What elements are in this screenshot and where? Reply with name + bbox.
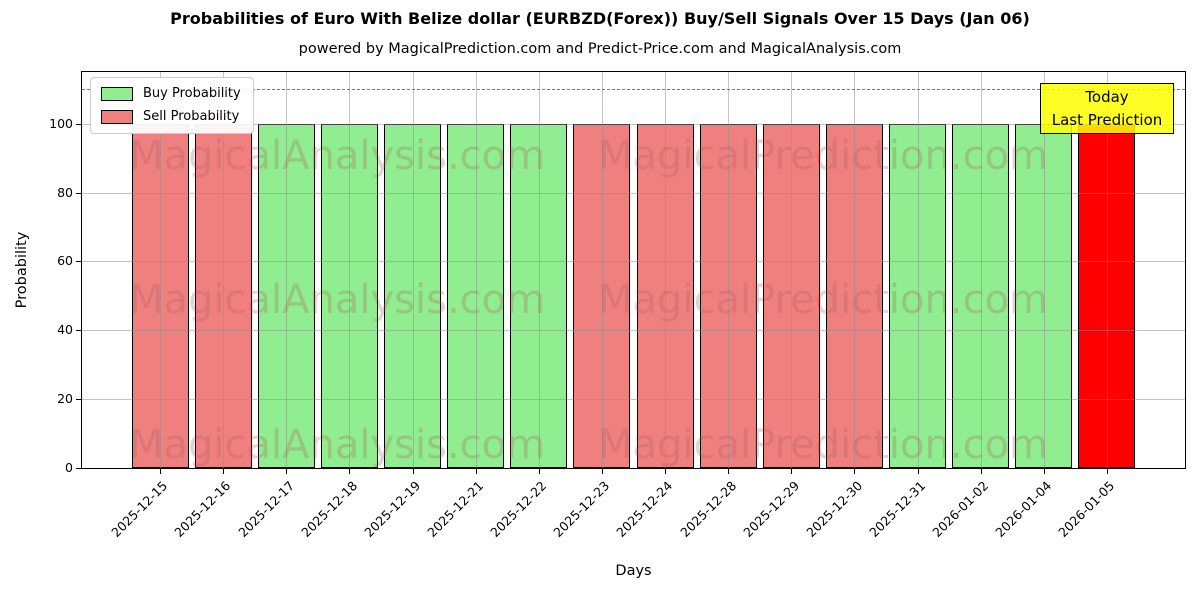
x-tick-label: 2025-12-23 (550, 478, 613, 540)
x-tick (475, 469, 477, 474)
legend-entry-sell: Sell Probability (101, 109, 241, 124)
x-tick (854, 469, 856, 474)
bar-today (1078, 123, 1136, 468)
y-tick-label: 0 (65, 460, 73, 475)
plot-area: MagicalAnalysis.com MagicalPrediction.com… (49, 71, 1186, 540)
x-tick (160, 469, 161, 474)
y-tick (76, 399, 81, 401)
x-tick-label: 2025-12-31 (866, 478, 929, 540)
x-tick-label: 2026-01-02 (929, 478, 992, 540)
annotation-line: Last Prediction (1051, 110, 1163, 129)
bar-sell (636, 123, 694, 468)
y-tick (76, 468, 81, 469)
y-tick (76, 192, 81, 194)
y-tick (76, 330, 81, 332)
x-tick-label: 2025-12-18 (298, 478, 360, 540)
legend-swatch-sell-icon (101, 109, 133, 124)
threshold-dashed-line (82, 89, 1185, 91)
y-tick-label: 20 (57, 391, 73, 407)
x-tick (728, 469, 730, 474)
x-tick (601, 469, 603, 474)
x-tick (791, 469, 793, 474)
bar-sell (762, 123, 820, 468)
annotation-line: Today (1085, 88, 1129, 106)
x-tick (223, 469, 225, 474)
chart-title: Probabilities of Euro With Belize dollar… (170, 9, 1030, 28)
bar-sell (825, 123, 883, 468)
bar-buy (952, 123, 1010, 468)
x-tick (980, 469, 982, 474)
y-tick-label: 40 (57, 322, 73, 338)
x-tick-label: 2026-01-05 (1055, 478, 1118, 540)
y-tick-label: 80 (57, 184, 73, 200)
bar-buy (447, 123, 505, 468)
bar-sell (573, 123, 631, 468)
bar-buy (320, 123, 378, 468)
y-tick (76, 261, 81, 263)
legend-swatch-buy-icon (101, 86, 133, 101)
x-tick-label: 2025-12-21 (424, 478, 487, 540)
legend-entry-buy: Buy Probability (101, 86, 241, 101)
x-tick-label: 2025-12-30 (803, 478, 866, 540)
x-tick-label: 2025-12-19 (361, 478, 424, 540)
x-tick-label: 2025-12-24 (613, 478, 676, 540)
x-tick (349, 469, 351, 474)
bar-sell (131, 123, 189, 468)
x-tick (286, 469, 288, 474)
x-tick-label: 2025-12-22 (487, 478, 550, 540)
x-tick-label: 2025-12-29 (739, 478, 802, 540)
x-tick-label: 2025-12-15 (108, 478, 171, 540)
x-tick-label: 2026-01-04 (992, 478, 1055, 540)
y-tick (76, 123, 81, 125)
x-tick (1043, 469, 1045, 474)
bar-sell (194, 123, 252, 468)
bar-buy (889, 123, 947, 468)
y-axis-title: Probability (14, 231, 30, 309)
x-tick (412, 469, 414, 474)
bar-sell (699, 123, 757, 468)
x-tick-label: 2025-12-17 (234, 478, 297, 540)
bar-buy (257, 123, 315, 468)
x-tick-label: 2025-12-28 (676, 478, 739, 540)
today-annotation: Today Last Prediction (1040, 83, 1174, 134)
x-tick (917, 469, 919, 474)
chart-subtitle: powered by MagicalPrediction.com and Pre… (298, 41, 902, 57)
bar-buy (384, 123, 442, 468)
legend-label: Sell Probability (143, 109, 240, 124)
x-tick (665, 469, 667, 474)
y-tick-label: 60 (57, 253, 73, 269)
x-tick (538, 469, 540, 474)
x-tick (1106, 469, 1108, 474)
x-axis-title: Days (615, 563, 652, 579)
bar-buy (1015, 123, 1073, 468)
legend: Buy Probability Sell Probability (90, 77, 254, 134)
legend-label: Buy Probability (143, 86, 241, 101)
bar-buy (510, 123, 568, 468)
x-tick-label: 2025-12-16 (171, 478, 234, 540)
y-tick-label: 100 (49, 115, 73, 131)
